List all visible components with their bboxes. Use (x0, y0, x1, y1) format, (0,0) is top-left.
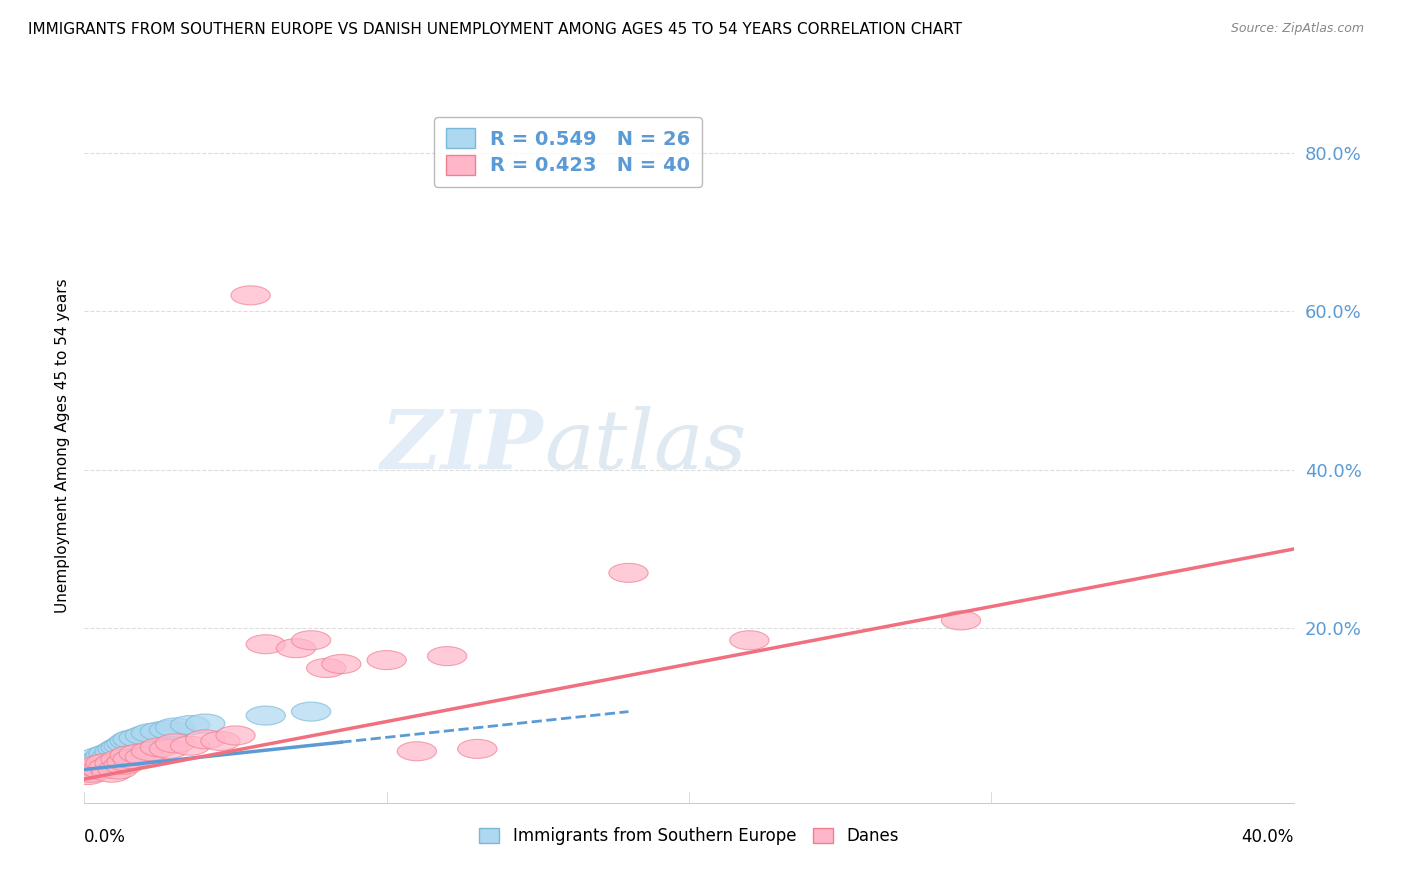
Ellipse shape (291, 631, 330, 649)
Ellipse shape (125, 726, 165, 745)
Ellipse shape (398, 742, 436, 761)
Ellipse shape (120, 728, 159, 747)
Ellipse shape (156, 734, 194, 753)
Ellipse shape (98, 739, 138, 758)
Ellipse shape (131, 742, 170, 761)
Ellipse shape (112, 749, 152, 769)
Ellipse shape (80, 747, 120, 766)
Ellipse shape (91, 747, 131, 766)
Ellipse shape (125, 747, 165, 766)
Ellipse shape (217, 726, 254, 745)
Ellipse shape (112, 730, 152, 749)
Ellipse shape (67, 765, 107, 785)
Text: IMMIGRANTS FROM SOUTHERN EUROPE VS DANISH UNEMPLOYMENT AMONG AGES 45 TO 54 YEARS: IMMIGRANTS FROM SOUTHERN EUROPE VS DANIS… (28, 22, 962, 37)
Legend: Immigrants from Southern Europe, Danes: Immigrants from Southern Europe, Danes (472, 821, 905, 852)
Ellipse shape (201, 731, 240, 750)
Ellipse shape (186, 730, 225, 749)
Ellipse shape (98, 760, 138, 779)
Ellipse shape (83, 749, 122, 769)
Ellipse shape (96, 742, 134, 761)
Ellipse shape (107, 734, 146, 753)
Ellipse shape (107, 752, 146, 771)
Ellipse shape (277, 639, 315, 657)
Text: 0.0%: 0.0% (84, 828, 127, 846)
Ellipse shape (322, 655, 361, 673)
Ellipse shape (96, 754, 134, 772)
Ellipse shape (141, 722, 180, 741)
Ellipse shape (70, 757, 110, 777)
Ellipse shape (458, 739, 496, 758)
Ellipse shape (91, 764, 131, 782)
Ellipse shape (186, 714, 225, 733)
Ellipse shape (246, 706, 285, 725)
Ellipse shape (110, 731, 149, 750)
Ellipse shape (104, 756, 143, 774)
Ellipse shape (149, 721, 188, 739)
Text: 40.0%: 40.0% (1241, 828, 1294, 846)
Ellipse shape (609, 564, 648, 582)
Ellipse shape (70, 764, 110, 782)
Ellipse shape (101, 738, 141, 756)
Ellipse shape (291, 702, 330, 721)
Y-axis label: Unemployment Among Ages 45 to 54 years: Unemployment Among Ages 45 to 54 years (55, 278, 70, 614)
Ellipse shape (89, 744, 128, 764)
Ellipse shape (73, 756, 112, 774)
Ellipse shape (110, 746, 149, 764)
Ellipse shape (65, 754, 104, 772)
Ellipse shape (246, 635, 285, 654)
Ellipse shape (149, 739, 188, 758)
Ellipse shape (307, 658, 346, 678)
Ellipse shape (170, 715, 209, 735)
Ellipse shape (83, 760, 122, 779)
Ellipse shape (89, 757, 128, 777)
Ellipse shape (65, 762, 104, 780)
Ellipse shape (101, 749, 141, 769)
Ellipse shape (77, 752, 117, 771)
Ellipse shape (131, 723, 170, 742)
Ellipse shape (156, 718, 194, 737)
Ellipse shape (231, 285, 270, 305)
Ellipse shape (141, 738, 180, 756)
Ellipse shape (427, 647, 467, 665)
Ellipse shape (104, 736, 143, 756)
Text: atlas: atlas (544, 406, 747, 486)
Ellipse shape (367, 650, 406, 670)
Ellipse shape (86, 746, 125, 764)
Text: ZIP: ZIP (381, 406, 544, 486)
Ellipse shape (86, 754, 125, 772)
Ellipse shape (80, 756, 120, 774)
Ellipse shape (120, 744, 159, 764)
Ellipse shape (730, 631, 769, 649)
Text: Source: ZipAtlas.com: Source: ZipAtlas.com (1230, 22, 1364, 36)
Ellipse shape (73, 760, 112, 779)
Ellipse shape (77, 757, 117, 777)
Ellipse shape (942, 611, 980, 630)
Ellipse shape (170, 736, 209, 756)
